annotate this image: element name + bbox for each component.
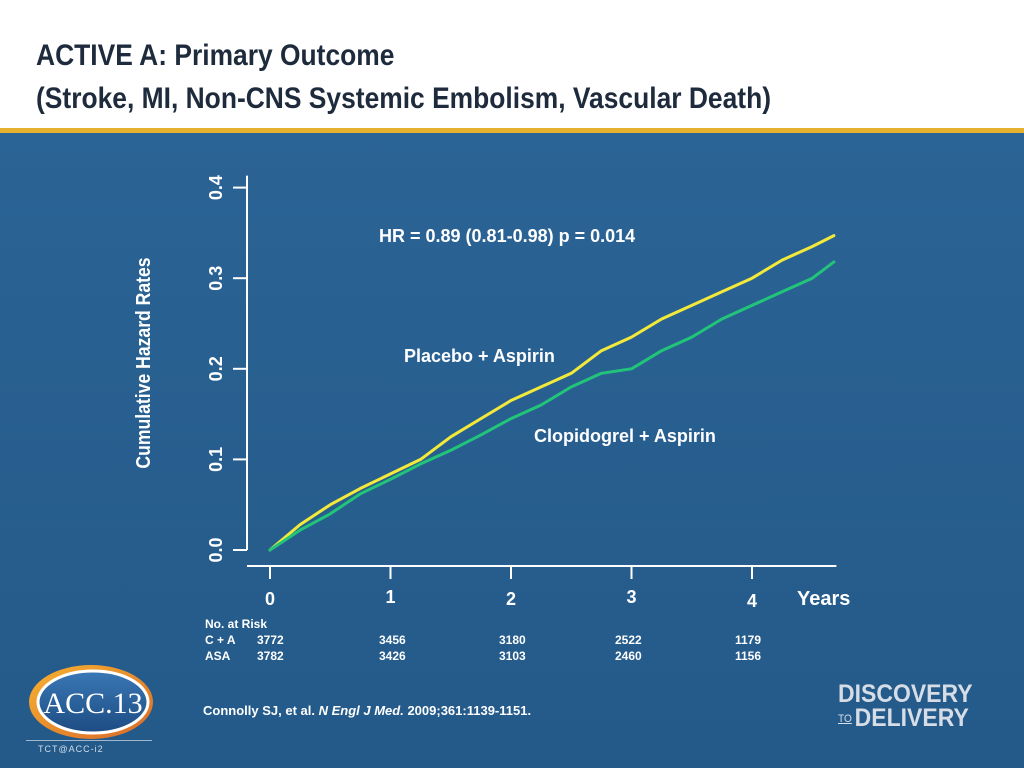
risk-cell: 3103 [499,649,526,663]
discovery-to-delivery-logo: DISCOVERY TO DELIVERY [838,680,985,732]
risk-row-c-a: C + A 3772 3456 3180 2522 1179 [205,632,805,648]
y-tick-label: 0.4 [206,175,226,200]
logo-to: TO [838,712,852,725]
y-tick-label: 0.0 [206,537,226,562]
x-tick-label: 4 [747,591,757,611]
series-label-placebo: Placebo + Aspirin [404,346,555,366]
logo-line-discovery: DISCOVERY [838,680,973,708]
chart-series [268,234,836,552]
acc-13-logo: ACC.13 [29,665,153,739]
logo-line-delivery: DELIVERY [854,704,969,732]
acc-logo-divider [26,740,152,741]
chart-labels: Cumulative Hazard Rates Years HR = 0.89 … [132,226,850,610]
x-tick-label: 3 [626,587,636,607]
risk-row-label: ASA [205,649,231,663]
x-tick-label: 0 [265,589,275,609]
title-line-1: ACTIVE A: Primary Outcome [36,39,395,72]
x-tick-label: 2 [506,589,516,609]
risk-row-asa: ASA 3782 3426 3103 2460 1156 [205,648,805,664]
y-tick-label: 0.3 [206,266,226,291]
risk-cell: 2522 [615,633,642,647]
hr-annotation: HR = 0.89 (0.81-0.98) p = 0.014 [379,226,635,246]
risk-cell: 3772 [257,633,284,647]
citation: Connolly SJ, et al. N Engl J Med. 2009;3… [203,703,531,718]
number-at-risk-table: No. at Risk C + A 3772 3456 3180 2522 11… [205,616,805,664]
slide-title: ACTIVE A: Primary Outcome (Stroke, MI, N… [36,34,771,120]
risk-cell: 3782 [257,649,284,663]
y-tick-label: 0.1 [206,447,226,472]
gold-divider [0,128,1024,133]
series-line-1 [268,260,836,552]
risk-cell: 2460 [615,649,642,663]
x-axis-label: Years [797,588,850,610]
risk-row-label: C + A [205,633,236,647]
risk-cell: 3180 [499,633,526,647]
series-line-0 [268,234,836,552]
risk-cell: 1179 [735,633,762,647]
title-line-2: (Stroke, MI, Non-CNS Systemic Embolism, … [36,82,772,115]
chart-panel [0,133,1024,768]
risk-heading: No. at Risk [205,617,268,631]
citation-authors: Connolly SJ, et al. [203,703,315,718]
citation-details: 2009;361:1139-1151. [407,703,532,718]
y-axis-label: Cumulative Hazard Rates [132,257,154,468]
citation-journal: N Engl J Med. [318,703,404,718]
risk-cell: 3456 [379,633,406,647]
y-tick-label: 0.2 [206,356,226,381]
risk-cell: 1156 [735,649,762,663]
acc-logo-subtext: TCT@ACC-i2 [38,744,104,754]
series-label-clopidogrel: Clopidogrel + Aspirin [534,426,716,446]
x-tick-label: 1 [385,587,395,607]
chart-axes: 0.0 0.1 0.2 0.3 0.4 0 1 2 3 4 [206,175,837,611]
slide-header: ACTIVE A: Primary Outcome (Stroke, MI, N… [0,0,1024,128]
acc-logo-text: ACC.13 [43,687,142,720]
risk-cell: 3426 [379,649,406,663]
